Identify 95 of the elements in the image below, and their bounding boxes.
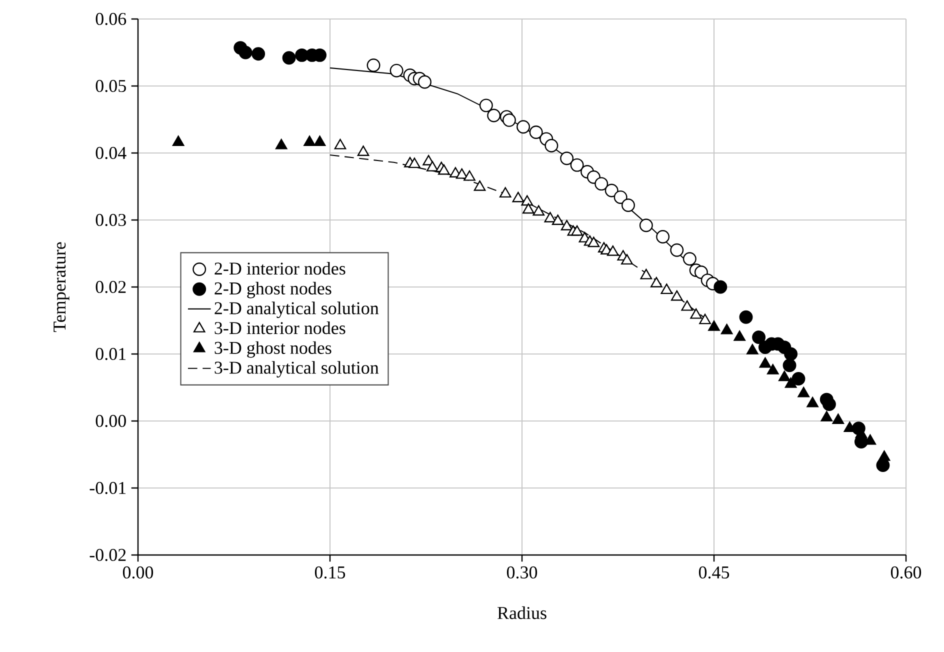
point [822, 398, 836, 411]
y-tick-label: 0.00 [96, 414, 126, 428]
point [656, 230, 670, 244]
point [792, 372, 806, 386]
y-tick-label: 0.04 [96, 146, 126, 160]
point [798, 386, 810, 398]
point [238, 46, 252, 60]
point [418, 75, 432, 89]
point [544, 212, 556, 222]
point [522, 203, 534, 214]
point [334, 138, 346, 150]
point [516, 120, 530, 134]
x-axis-title: Radius [498, 606, 546, 620]
point [172, 136, 184, 146]
point [304, 136, 316, 146]
point [621, 254, 633, 265]
point [438, 164, 450, 175]
point [782, 358, 796, 372]
legend-label: 3-D ghost nodes [214, 341, 332, 358]
point [560, 152, 574, 166]
point [502, 113, 516, 127]
point [512, 192, 524, 202]
y-tick-label: 0.06 [96, 12, 126, 26]
x-tick-label: 0.00 [122, 566, 154, 579]
point [499, 187, 512, 198]
point [806, 396, 818, 408]
point [784, 347, 798, 361]
x-tick-label: 0.45 [698, 566, 730, 579]
point [357, 146, 370, 156]
point [670, 243, 684, 257]
point [766, 364, 779, 374]
y-tick-label: 0.05 [96, 80, 126, 92]
point [622, 198, 635, 212]
legend-label: 2-D interior nodes [214, 262, 346, 275]
point [820, 410, 833, 422]
y-tick-label: 0.03 [96, 214, 126, 226]
point [275, 138, 288, 150]
point [408, 158, 420, 168]
point [650, 276, 662, 288]
point [784, 377, 797, 388]
point [456, 168, 468, 179]
point [560, 220, 573, 230]
point [778, 370, 790, 382]
point [571, 225, 583, 236]
y-tick-label: 0.02 [96, 280, 126, 294]
point [640, 268, 652, 280]
point [708, 320, 720, 331]
point [604, 184, 618, 198]
point [832, 414, 844, 424]
point [487, 108, 501, 122]
point [544, 138, 558, 152]
point [479, 98, 493, 112]
y-tick-label: 0.01 [96, 348, 126, 360]
point [552, 214, 564, 226]
legend-label: 3-D analytical solution [214, 361, 379, 378]
point [474, 180, 486, 191]
point [878, 450, 890, 461]
point [426, 161, 438, 172]
point [739, 310, 753, 324]
point [521, 195, 534, 206]
point [366, 58, 380, 72]
point [594, 177, 608, 191]
point [532, 205, 545, 216]
point [734, 330, 746, 341]
point [660, 284, 673, 294]
x-tick-label: 0.30 [506, 566, 538, 579]
y-tick-label: -0.01 [90, 482, 126, 494]
point [759, 357, 772, 368]
point [588, 236, 600, 248]
x-tick-label: 0.60 [890, 566, 922, 579]
point [714, 280, 728, 294]
point [314, 136, 326, 146]
point [606, 245, 619, 256]
point [529, 125, 543, 139]
point [614, 190, 628, 204]
point [464, 170, 476, 181]
legend-label: 3-D interior nodes [214, 322, 346, 334]
point [699, 314, 711, 324]
point [720, 324, 733, 334]
point [670, 290, 683, 301]
legend-label: 2-D ghost nodes [214, 282, 332, 298]
point [682, 252, 696, 266]
point [690, 308, 702, 319]
point [252, 47, 266, 61]
y-tick-label: -0.02 [90, 548, 126, 562]
y-axis-title: Temperature [54, 242, 70, 332]
legend-label: 2-D analytical solution [214, 302, 379, 318]
x-tick-label: 0.15 [314, 566, 346, 579]
point [639, 218, 653, 232]
point [570, 158, 584, 172]
point [681, 300, 694, 311]
point [282, 51, 296, 65]
point [752, 330, 766, 344]
point [390, 64, 404, 78]
point [746, 344, 758, 354]
